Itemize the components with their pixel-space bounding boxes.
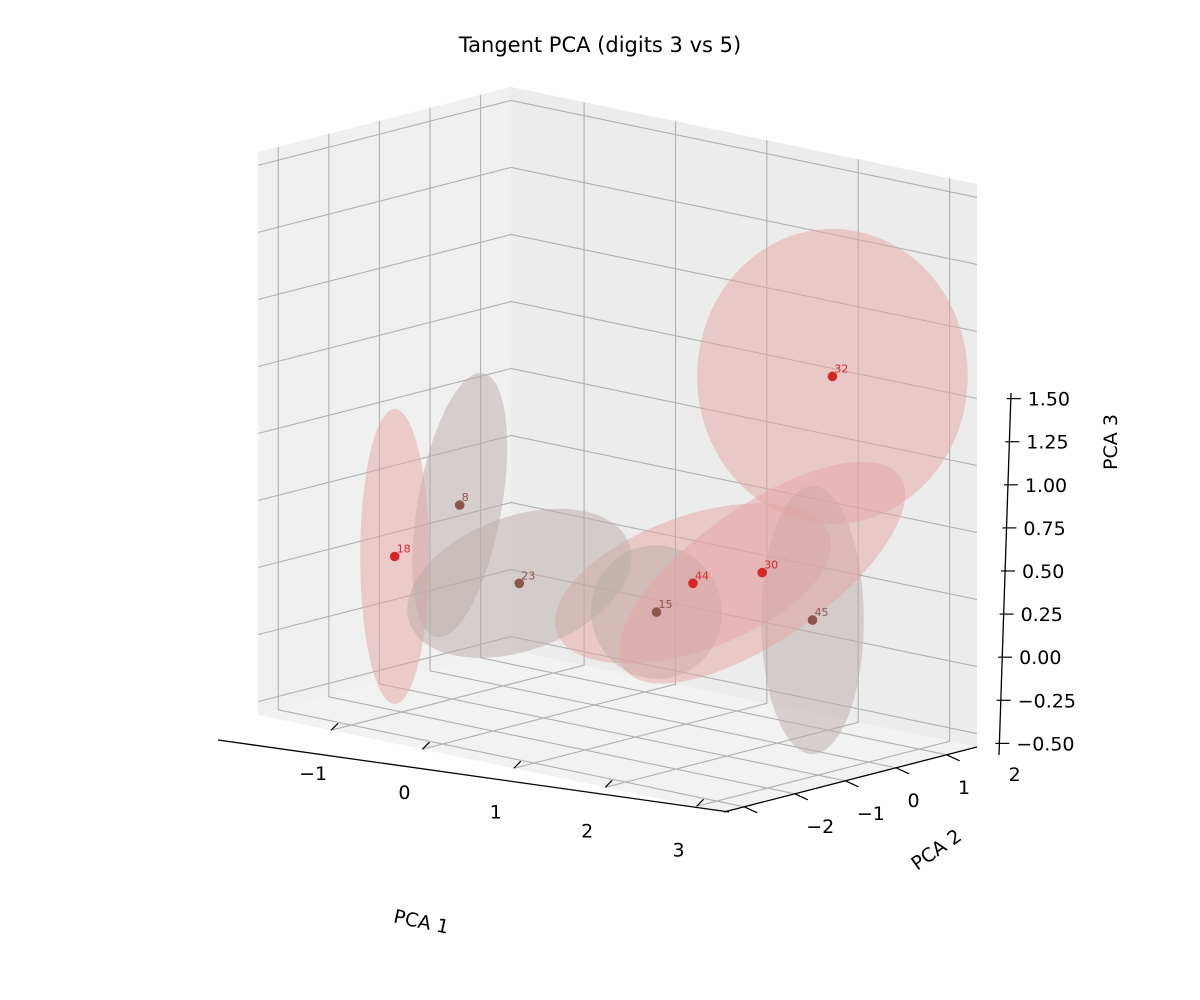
- z-tick-label: 1.50: [1028, 389, 1070, 411]
- x-tick-mark: [604, 779, 613, 788]
- y-gridline: [429, 107, 897, 769]
- x-tick-mark: [330, 722, 339, 731]
- z-axis-line: [998, 392, 1012, 756]
- z-tick-label: 0.50: [1022, 561, 1064, 583]
- y-tick-label: 2: [1009, 764, 1021, 786]
- point-label-45: 45: [815, 606, 829, 619]
- x-tick-mark: [422, 741, 430, 750]
- y-gridline: [328, 133, 795, 795]
- point-label-30: 30: [764, 559, 778, 572]
- y-tick-mark: [895, 767, 910, 775]
- y-tick-mark: [946, 754, 960, 762]
- data-point-23: [514, 578, 525, 589]
- y-gridline: [277, 146, 745, 808]
- data-point-30: [757, 567, 768, 578]
- chart-title: Tangent PCA (digits 3 vs 5): [458, 33, 741, 57]
- point-label-18: 18: [397, 543, 411, 556]
- x-axis-line: [217, 739, 730, 813]
- y-axis-line: [723, 746, 978, 813]
- z-tick-label: 0.25: [1021, 604, 1063, 626]
- z-tick-label: 1.25: [1026, 432, 1068, 454]
- point-label-44: 44: [695, 569, 709, 582]
- x-gridline: [422, 121, 677, 750]
- y-tick-label: −2: [806, 816, 834, 838]
- axis-lines: [217, 392, 1012, 813]
- z-tick-label: 0.75: [1023, 518, 1065, 540]
- data-point-44: [688, 578, 698, 589]
- z-tick-label: 0.00: [1019, 647, 1061, 669]
- data-point-8: [454, 500, 465, 510]
- z-axis-label: PCA 3: [1100, 414, 1122, 470]
- x-tick-label: 0: [398, 782, 410, 804]
- y-tick-label: 1: [958, 777, 970, 799]
- y-tick-mark: [794, 793, 809, 801]
- x-gridline: [330, 102, 585, 731]
- y-tick-label: −1: [857, 803, 885, 825]
- x-tick-label: 1: [490, 801, 502, 823]
- data-points: 8 18 23 15 44 45 32 30: [389, 362, 848, 625]
- z-tick-label: −0.50: [1016, 733, 1074, 755]
- data-point-18: [389, 551, 400, 562]
- z-tick-label: 1.00: [1025, 475, 1067, 497]
- y-tick-mark: [743, 806, 758, 814]
- tick-labels: −10123−2−1012−0.50−0.250.000.250.500.751…: [299, 389, 1076, 862]
- data-point-45: [807, 615, 818, 625]
- point-label-15: 15: [659, 598, 673, 611]
- z-tick-label: −0.25: [1018, 690, 1076, 712]
- z-gridline: [257, 99, 978, 198]
- data-point-15: [651, 607, 662, 617]
- y-axis-label: PCA 2: [907, 825, 965, 875]
- x-tick-label: 2: [581, 820, 593, 842]
- x-tick-label: 3: [673, 839, 685, 861]
- point-label-23: 23: [521, 569, 535, 582]
- point-label-8: 8: [462, 491, 469, 504]
- x-tick-mark: [513, 760, 522, 769]
- point-label-32: 32: [834, 362, 848, 375]
- x-tick-mark: [696, 798, 705, 807]
- y-tick-label: 0: [907, 790, 919, 812]
- x-tick-label: −1: [299, 763, 327, 785]
- y-tick-mark: [845, 780, 859, 788]
- data-point-32: [827, 371, 838, 382]
- floor-pane: [258, 650, 977, 812]
- x-axis-label: PCA 1: [392, 906, 451, 939]
